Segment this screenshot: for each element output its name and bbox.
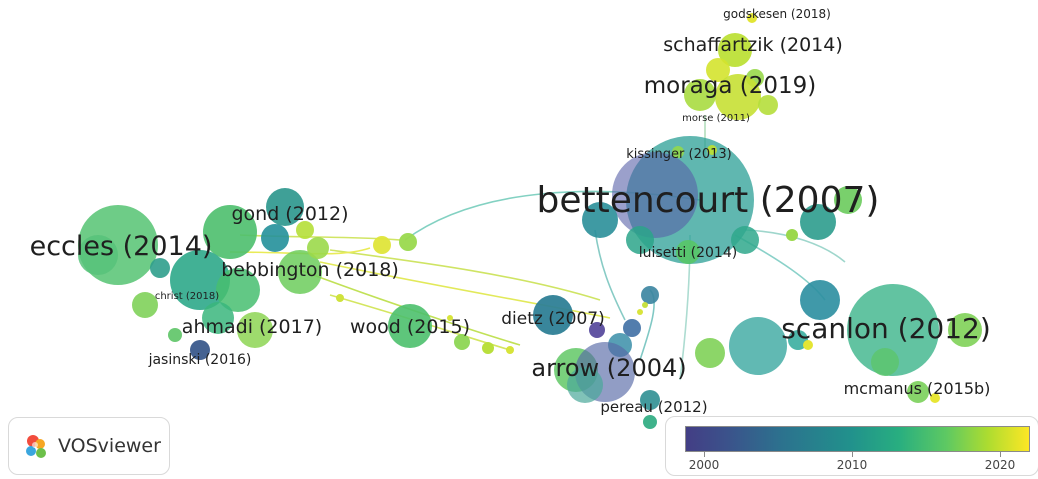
network-node bbox=[612, 152, 698, 238]
network-node bbox=[482, 342, 494, 354]
node-label-scanlon: scanlon (2012) bbox=[781, 312, 991, 345]
network-node bbox=[731, 226, 759, 254]
node-label-gond: gond (2012) bbox=[231, 203, 348, 225]
network-node bbox=[930, 393, 940, 403]
network-node bbox=[695, 338, 725, 368]
network-node bbox=[834, 186, 862, 214]
network-node bbox=[706, 58, 730, 82]
legend-tick-label-2010: 2010 bbox=[836, 458, 868, 472]
vosviewer-logo-text: VOSviewer bbox=[58, 435, 161, 457]
network-node bbox=[373, 236, 391, 254]
node-label-luisetti: luisetti (2014) bbox=[639, 245, 737, 261]
network-node bbox=[800, 280, 840, 320]
vosviewer-logo-icon bbox=[26, 435, 46, 458]
network-node bbox=[948, 313, 982, 347]
network-node bbox=[261, 224, 289, 252]
network-node bbox=[168, 328, 182, 342]
network-node bbox=[202, 302, 234, 334]
node-label-morse: morse (2011) bbox=[682, 113, 750, 124]
network-node bbox=[684, 79, 716, 111]
link-line bbox=[744, 229, 846, 263]
network-node bbox=[216, 268, 260, 312]
network-node bbox=[266, 188, 304, 226]
node-label-mcmanus: mcmanus (2015b) bbox=[844, 379, 991, 398]
color-legend: 2000 2010 2020 bbox=[665, 416, 1038, 476]
node-label-schaffartzik: schaffartzik (2014) bbox=[663, 34, 843, 56]
network-node bbox=[388, 304, 432, 348]
node-label-ahmadi: ahmadi (2017) bbox=[182, 316, 322, 338]
node-label-jasinski: jasinski (2016) bbox=[148, 352, 252, 368]
network-nodes[interactable] bbox=[78, 13, 982, 429]
legend-tick-label-2000: 2000 bbox=[688, 458, 720, 472]
network-node bbox=[336, 294, 344, 302]
network-node bbox=[758, 95, 778, 115]
link-line bbox=[329, 249, 601, 301]
node-label-eccles: eccles (2014) bbox=[30, 231, 213, 262]
network-node bbox=[642, 302, 648, 308]
node-label-bebbington: bebbington (2018) bbox=[221, 259, 399, 281]
network-node bbox=[718, 33, 752, 67]
network-node bbox=[190, 340, 210, 360]
network-node bbox=[907, 381, 929, 403]
network-node bbox=[278, 250, 322, 294]
network-node bbox=[447, 315, 453, 321]
network-node bbox=[643, 415, 657, 429]
node-label-kissinger: kissinger (2013) bbox=[626, 147, 732, 162]
network-node bbox=[786, 229, 798, 241]
node-label-pereau: pereau (2012) bbox=[600, 398, 707, 416]
network-node bbox=[567, 367, 603, 403]
link-line bbox=[319, 261, 611, 319]
network-node bbox=[150, 258, 170, 278]
network-node bbox=[747, 13, 757, 23]
network-node bbox=[132, 292, 158, 318]
network-node bbox=[676, 240, 700, 264]
node-label-christ: christ (2018) bbox=[155, 291, 219, 302]
network-node bbox=[307, 237, 329, 259]
link-line bbox=[594, 229, 626, 321]
network-node bbox=[640, 390, 660, 410]
network-node bbox=[800, 204, 836, 240]
legend-tick bbox=[852, 452, 853, 457]
network-node bbox=[637, 309, 643, 315]
network-node bbox=[641, 286, 659, 304]
network-node bbox=[803, 340, 813, 350]
legend-tick bbox=[1000, 452, 1001, 457]
network-node bbox=[707, 145, 717, 155]
node-label-moraga: moraga (2019) bbox=[644, 73, 817, 99]
network-node bbox=[589, 322, 605, 338]
network-node bbox=[203, 205, 257, 259]
network-node bbox=[454, 334, 470, 350]
network-node bbox=[871, 348, 899, 376]
node-labels: godskesen (2018) schaffartzik (2014) mor… bbox=[30, 7, 991, 416]
node-label-godskesen: godskesen (2018) bbox=[723, 7, 831, 21]
vosviewer-logo[interactable]: VOSviewer bbox=[8, 417, 170, 475]
network-node bbox=[626, 226, 654, 254]
network-node bbox=[78, 235, 118, 275]
network-node bbox=[715, 74, 761, 120]
network-node bbox=[672, 146, 684, 158]
legend-tick bbox=[704, 452, 705, 457]
network-node bbox=[582, 202, 618, 238]
network-node bbox=[623, 319, 641, 337]
legend-tick-label-2020: 2020 bbox=[984, 458, 1016, 472]
network-node bbox=[729, 317, 787, 375]
network-node bbox=[237, 312, 273, 348]
network-node bbox=[296, 221, 314, 239]
network-node bbox=[847, 284, 939, 376]
network-node bbox=[533, 295, 573, 335]
network-node bbox=[506, 346, 514, 354]
node-label-arrow: arrow (2004) bbox=[531, 354, 686, 382]
node-label-bettencourt: bettencourt (2007) bbox=[537, 180, 880, 221]
node-label-dietz: dietz (2007) bbox=[501, 309, 605, 329]
network-node bbox=[399, 233, 417, 251]
node-label-wood: wood (2015) bbox=[350, 316, 470, 338]
color-scale-bar bbox=[685, 426, 1030, 452]
network-node bbox=[170, 250, 230, 310]
